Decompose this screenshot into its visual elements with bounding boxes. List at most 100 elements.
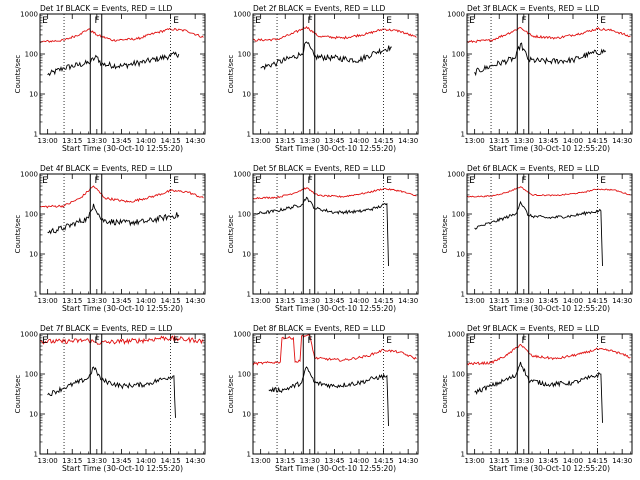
x-tick-label: 14:30 — [185, 297, 205, 305]
y-tick-label: 1000 — [20, 331, 38, 339]
plot-frame — [39, 13, 206, 135]
x-tick-label: 13:15 — [275, 297, 295, 305]
chart-title: Det 8f BLACK = Events, RED = LLD — [253, 324, 386, 333]
interval-marker-label: E — [42, 176, 48, 186]
plot-frame — [252, 13, 419, 135]
x-tick-label: 13:00 — [251, 137, 271, 145]
y-axis-label: Counts/sec — [441, 215, 449, 254]
chart-title: Det 3f BLACK = Events, RED = LLD — [467, 4, 600, 13]
y-tick-label: 1000 — [233, 331, 251, 339]
x-tick-label: 14:30 — [612, 457, 632, 465]
interval-marker-label: E — [386, 336, 392, 346]
chart-title: Det 7f BLACK = Events, RED = LLD — [40, 324, 173, 333]
series-lld-line — [467, 186, 631, 198]
x-tick-label: 14:15 — [373, 297, 393, 305]
y-tick-label: 100 — [452, 371, 465, 379]
x-tick-label: 13:00 — [38, 137, 58, 145]
plot-frame — [39, 333, 206, 455]
x-tick-label: 14:00 — [136, 137, 156, 145]
y-tick-label: 1000 — [20, 11, 38, 19]
y-axis-label: Counts/sec — [14, 375, 22, 414]
interval-marker-label: E — [255, 16, 261, 26]
chart-title: Det 5f BLACK = Events, RED = LLD — [253, 164, 386, 173]
plot-frame — [466, 13, 633, 135]
series-events-line — [474, 361, 603, 423]
interval-marker-label: E — [42, 336, 48, 346]
x-tick-label: 13:30 — [300, 297, 320, 305]
y-tick-label: 10 — [242, 411, 251, 419]
series-events-line — [474, 200, 603, 267]
interval-marker-label: E — [255, 336, 261, 346]
x-tick-label: 13:30 — [514, 297, 534, 305]
x-tick-label: 14:15 — [160, 297, 180, 305]
interval-marker-label: E — [600, 16, 606, 26]
x-tick-label: 13:30 — [87, 457, 107, 465]
series-events-line — [260, 41, 392, 71]
interval-marker-label: E — [469, 176, 475, 186]
interval-marker-label: E — [600, 336, 606, 346]
y-tick-label: 1 — [34, 291, 38, 299]
series-events-line — [47, 51, 180, 77]
y-tick-label: 10 — [29, 91, 38, 99]
series-events-line — [47, 366, 176, 418]
plot-frame — [466, 333, 633, 455]
x-tick-label: 14:00 — [349, 297, 369, 305]
y-tick-label: 1 — [34, 451, 38, 459]
x-tick-label: 14:15 — [587, 297, 607, 305]
series-lld-line — [40, 185, 204, 209]
x-tick-label: 13:45 — [538, 297, 558, 305]
y-tick-label: 10 — [242, 91, 251, 99]
x-tick-label: 14:00 — [136, 297, 156, 305]
x-tick-label: 13:45 — [324, 457, 344, 465]
interval-marker-label: F — [522, 176, 527, 186]
y-tick-label: 1000 — [20, 171, 38, 179]
series-events-line — [474, 42, 607, 77]
x-axis-label: Start Time (30-Oct-10 12:55:20) — [275, 144, 396, 153]
x-tick-label: 14:30 — [398, 137, 418, 145]
x-tick-label: 13:15 — [275, 457, 295, 465]
x-tick-label: 14:00 — [349, 457, 369, 465]
x-tick-label: 13:15 — [62, 457, 82, 465]
plot-frame — [252, 333, 419, 455]
x-axis-label: Start Time (30-Oct-10 12:55:20) — [489, 304, 610, 313]
x-tick-label: 13:30 — [87, 297, 107, 305]
series-events-line — [268, 366, 389, 427]
x-tick-label: 13:15 — [275, 137, 295, 145]
series-events-line — [253, 196, 389, 267]
x-tick-label: 13:45 — [538, 457, 558, 465]
interval-marker-label: E — [42, 16, 48, 26]
y-tick-label: 10 — [456, 91, 465, 99]
y-tick-label: 1 — [247, 131, 251, 139]
y-tick-label: 10 — [456, 251, 465, 259]
series-lld-line — [40, 334, 204, 346]
x-tick-label: 14:30 — [612, 137, 632, 145]
interval-marker-label: E — [469, 336, 475, 346]
x-tick-label: 13:00 — [465, 457, 485, 465]
y-tick-label: 1000 — [233, 11, 251, 19]
x-tick-label: 14:15 — [373, 137, 393, 145]
x-tick-label: 14:30 — [185, 457, 205, 465]
series-events-line — [47, 203, 180, 235]
x-tick-label: 13:00 — [251, 457, 271, 465]
y-tick-label: 1 — [461, 451, 465, 459]
x-tick-label: 14:15 — [160, 457, 180, 465]
y-tick-label: 1000 — [447, 11, 465, 19]
y-tick-label: 1000 — [447, 331, 465, 339]
interval-marker-label: E — [173, 16, 179, 26]
x-tick-label: 13:15 — [489, 297, 509, 305]
y-axis-label: Counts/sec — [14, 55, 22, 94]
x-tick-label: 13:45 — [111, 457, 131, 465]
x-axis-label: Start Time (30-Oct-10 12:55:20) — [62, 144, 183, 153]
y-axis-label: Counts/sec — [14, 215, 22, 254]
y-tick-label: 10 — [456, 411, 465, 419]
x-tick-label: 14:15 — [587, 137, 607, 145]
y-tick-label: 1 — [247, 451, 251, 459]
x-axis-label: Start Time (30-Oct-10 12:55:20) — [275, 304, 396, 313]
interval-marker-label: E — [386, 176, 392, 186]
interval-marker-label: F — [522, 336, 527, 346]
